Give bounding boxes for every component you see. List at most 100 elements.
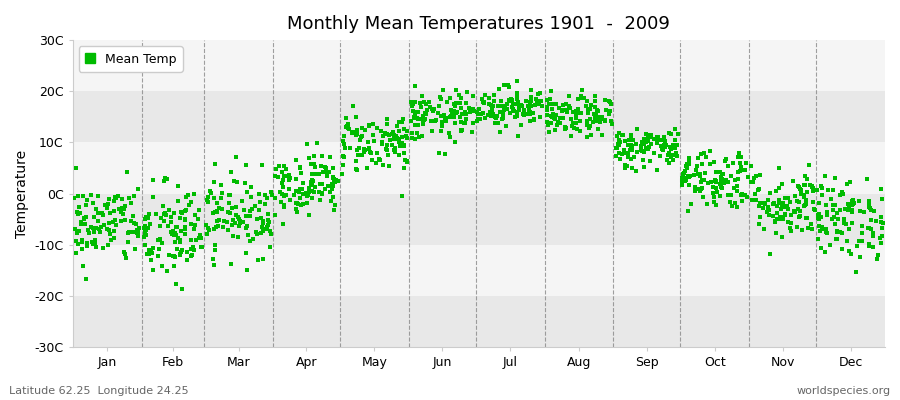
Point: [679, 177, 693, 183]
Point: [349, 127, 364, 133]
Point: [555, 115, 570, 121]
Point: [756, 200, 770, 207]
Point: [207, 226, 221, 232]
Point: [302, 188, 317, 195]
Point: [855, 230, 869, 236]
Point: [138, 225, 152, 231]
Point: [405, 129, 419, 136]
Point: [586, 119, 600, 126]
Point: [146, 177, 160, 183]
Point: [518, 112, 532, 118]
Point: [728, 199, 742, 206]
Point: [876, 220, 890, 226]
Point: [693, 187, 707, 194]
Point: [439, 118, 454, 124]
Point: [668, 136, 682, 143]
Point: [852, 238, 867, 244]
Point: [179, 206, 194, 213]
Point: [713, 192, 727, 199]
Point: [397, 143, 411, 149]
Point: [382, 136, 397, 143]
Point: [542, 129, 556, 136]
Point: [465, 93, 480, 99]
Point: [835, 189, 850, 195]
Point: [786, 178, 800, 184]
Point: [403, 99, 418, 105]
Point: [482, 109, 497, 115]
Point: [189, 237, 203, 243]
Point: [474, 96, 489, 103]
Point: [257, 201, 272, 207]
Point: [410, 122, 425, 128]
Point: [850, 242, 864, 249]
Point: [521, 107, 535, 114]
Point: [723, 199, 737, 206]
Point: [680, 208, 695, 214]
Point: [353, 137, 367, 144]
Point: [690, 186, 705, 192]
Point: [715, 185, 729, 192]
Point: [292, 186, 307, 192]
Point: [200, 197, 214, 203]
Point: [662, 144, 677, 150]
Point: [805, 184, 819, 190]
Point: [625, 143, 639, 149]
Point: [861, 242, 876, 248]
Point: [678, 168, 692, 175]
Point: [549, 111, 563, 118]
Point: [229, 204, 243, 210]
Point: [362, 122, 376, 128]
Point: [282, 186, 296, 192]
Point: [408, 122, 422, 128]
Point: [708, 177, 723, 183]
Point: [534, 98, 548, 104]
Point: [613, 139, 627, 145]
Point: [282, 172, 296, 178]
Point: [256, 256, 270, 262]
Point: [681, 182, 696, 188]
Point: [369, 160, 383, 166]
Point: [349, 114, 364, 120]
Point: [875, 233, 889, 239]
Point: [610, 132, 625, 139]
Point: [834, 246, 849, 252]
Point: [261, 211, 275, 217]
Point: [506, 106, 520, 112]
Point: [82, 230, 96, 237]
Point: [443, 94, 457, 101]
Point: [830, 228, 844, 234]
Point: [87, 229, 102, 236]
Point: [684, 201, 698, 207]
Point: [256, 218, 270, 224]
Point: [588, 115, 602, 122]
Point: [305, 177, 320, 184]
Point: [411, 116, 426, 122]
Point: [598, 116, 612, 123]
Point: [660, 157, 674, 163]
Point: [488, 114, 502, 120]
Point: [590, 108, 605, 114]
Point: [339, 114, 354, 121]
Point: [408, 110, 422, 117]
Point: [407, 114, 421, 120]
Point: [445, 108, 459, 114]
Point: [88, 224, 103, 231]
Point: [524, 98, 538, 105]
Point: [533, 114, 547, 120]
Point: [842, 248, 856, 254]
Point: [795, 226, 809, 233]
Point: [618, 150, 633, 156]
Point: [690, 170, 705, 177]
Point: [593, 115, 608, 122]
Point: [303, 182, 318, 188]
Point: [820, 208, 834, 215]
Point: [753, 200, 768, 206]
Point: [841, 201, 855, 207]
Point: [552, 105, 566, 112]
Point: [539, 119, 554, 126]
Point: [799, 214, 814, 221]
Point: [277, 202, 292, 208]
Point: [760, 209, 774, 215]
Point: [485, 107, 500, 114]
Point: [506, 106, 520, 112]
